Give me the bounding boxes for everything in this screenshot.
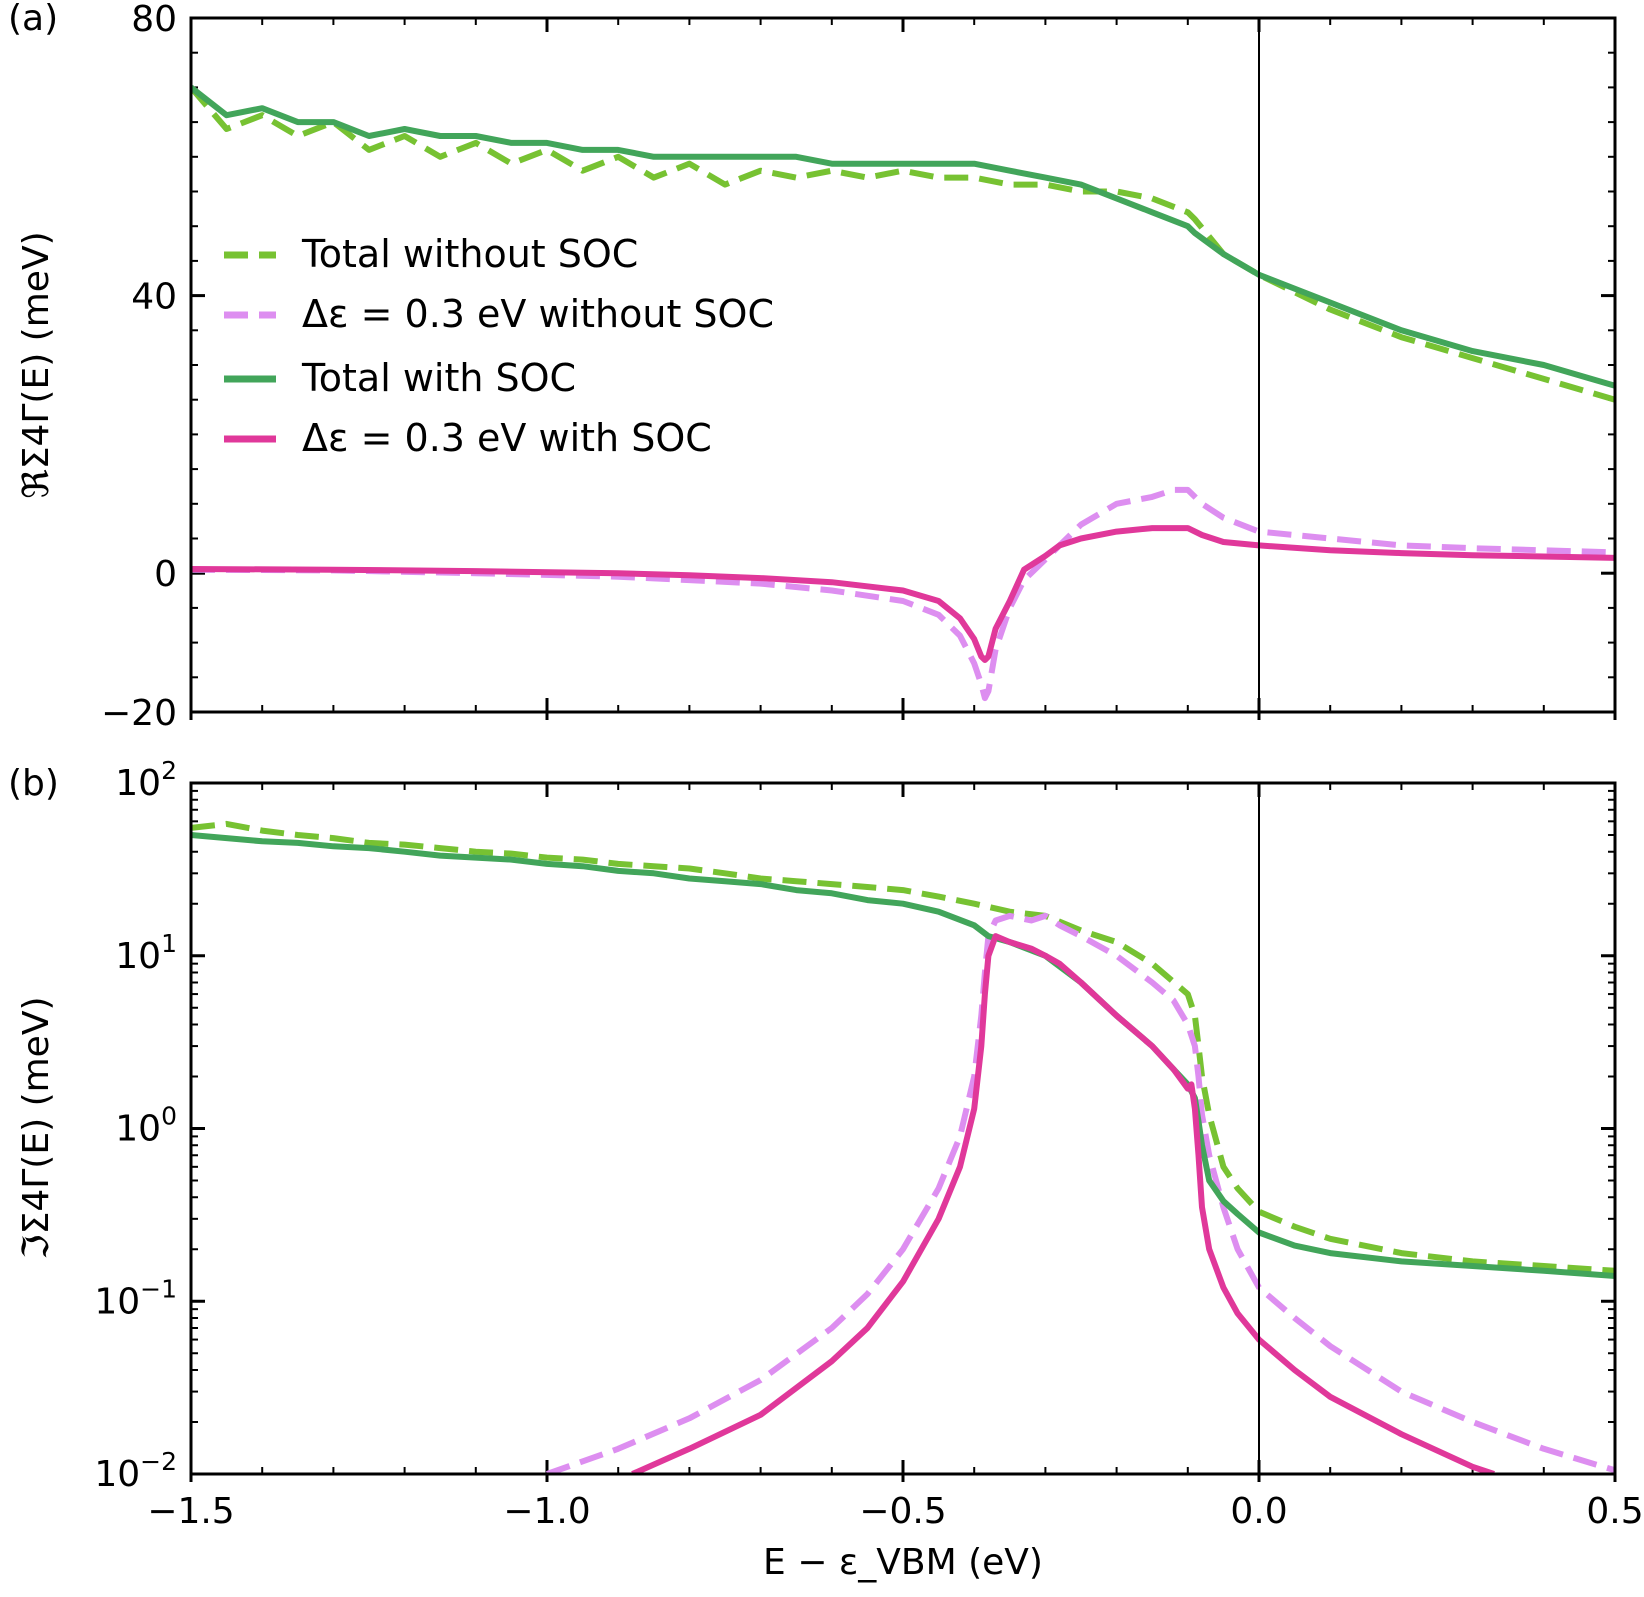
y-tick-label: 100	[115, 1102, 177, 1150]
series-line-4	[631, 933, 1495, 1474]
panel-a-frame	[189, 16, 1617, 714]
panel-a-series	[191, 85, 1615, 702]
x-tick-label: 0.0	[1230, 1491, 1287, 1532]
x-tick-labels: −1.5 −1.0 −0.5 0.0 0.5	[147, 1491, 1643, 1532]
panel-a-label: (a)	[8, 0, 58, 39]
y-tick-label: 80	[131, 0, 177, 40]
panel-b-ytick-labels: 10−2 10−1 100 101 102	[94, 756, 177, 1495]
y-tick-label: 0	[154, 554, 177, 595]
series-line-2	[191, 486, 1615, 702]
series-line-4	[191, 525, 1615, 663]
legend-label: Total without SOC	[301, 232, 638, 276]
y-tick-label: 10−1	[94, 1274, 177, 1322]
y-tick-label: −20	[101, 693, 177, 734]
series-line-3	[191, 832, 1615, 1279]
x-tick-label: −1.0	[503, 1491, 590, 1532]
x-tick-label: −0.5	[859, 1491, 946, 1532]
legend-label: Total with SOC	[301, 356, 576, 400]
series-line-2	[545, 912, 1615, 1474]
panel-a: (a) −20 0 40 80 ℜΣ4Γ(E) (meV) Total without…	[8, 0, 1617, 734]
series-line-1	[191, 820, 1615, 1274]
y-tick-label: 40	[131, 277, 177, 318]
x-tick-label: 0.5	[1586, 1491, 1643, 1532]
legend-label: Δε = 0.3 eV with SOC	[302, 416, 712, 460]
y-tick-label: 102	[115, 756, 177, 804]
legend-label: Δε = 0.3 eV without SOC	[302, 292, 774, 336]
panel-b-frame	[189, 781, 1617, 1476]
panel-b: (b) 10−2 10−1 100 101 102 ℑΣ4Γ(E) (meV) −1.5…	[8, 756, 1644, 1583]
x-tick-label: −1.5	[147, 1491, 234, 1532]
y-tick-label: 101	[115, 929, 177, 977]
panel-b-ylabel: ℑΣ4Γ(E) (meV)	[16, 996, 57, 1259]
legend: Total without SOC Δε = 0.3 eV without SOC…	[224, 232, 774, 460]
y-tick-label: 10−2	[94, 1447, 177, 1495]
panel-a-ytick-labels: −20 0 40 80	[101, 0, 177, 734]
panel-b-label: (b)	[8, 763, 59, 804]
panel-b-series	[191, 820, 1615, 1474]
x-axis-label: E − ε_VBM (eV)	[763, 1542, 1043, 1583]
panel-a-ylabel: ℜΣ4Γ(E) (meV)	[16, 231, 57, 498]
series-line-3	[191, 85, 1615, 389]
